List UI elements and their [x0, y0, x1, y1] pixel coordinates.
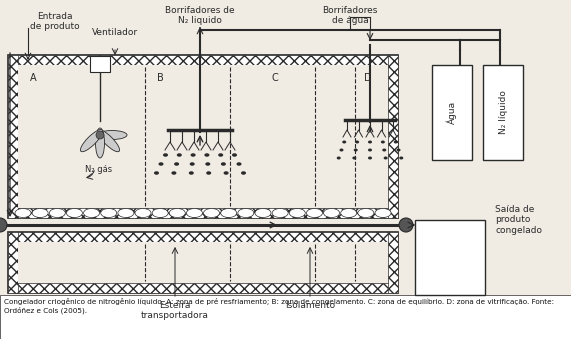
Ellipse shape [81, 129, 103, 152]
Ellipse shape [307, 208, 323, 218]
Ellipse shape [159, 162, 163, 166]
Text: D: D [364, 73, 372, 83]
Bar [90, 56, 110, 72]
Ellipse shape [98, 129, 119, 152]
Ellipse shape [171, 171, 176, 175]
Ellipse shape [355, 140, 359, 143]
Ellipse shape [49, 208, 65, 218]
Ellipse shape [384, 157, 388, 160]
Ellipse shape [204, 208, 220, 218]
Ellipse shape [368, 140, 372, 143]
Bar [388, 232, 398, 293]
Circle shape [399, 218, 413, 232]
Ellipse shape [221, 162, 226, 166]
Ellipse shape [352, 157, 356, 160]
Ellipse shape [358, 208, 374, 218]
Text: C: C [272, 73, 279, 83]
Ellipse shape [15, 208, 31, 218]
Text: Saída de
produto
congelado: Saída de produto congelado [495, 205, 542, 235]
Ellipse shape [381, 140, 385, 143]
Ellipse shape [152, 208, 168, 218]
Ellipse shape [206, 171, 211, 175]
Bar [432, 65, 472, 160]
Text: B: B [156, 73, 163, 83]
Ellipse shape [342, 140, 346, 143]
Ellipse shape [368, 157, 372, 160]
Bar [8, 232, 398, 242]
Circle shape [0, 218, 7, 232]
Ellipse shape [95, 128, 104, 158]
Ellipse shape [83, 208, 99, 218]
Text: Borrifadores de
N₂ liquido: Borrifadores de N₂ liquido [165, 6, 235, 25]
Text: Isolamento: Isolamento [285, 301, 335, 310]
Ellipse shape [66, 208, 82, 218]
Ellipse shape [177, 153, 182, 157]
Bar [8, 283, 398, 293]
Ellipse shape [272, 208, 288, 218]
Ellipse shape [241, 171, 246, 175]
Ellipse shape [324, 208, 340, 218]
Text: N₂ líquido: N₂ líquido [498, 91, 508, 135]
Ellipse shape [236, 162, 242, 166]
Bar [8, 55, 398, 218]
Ellipse shape [375, 208, 391, 218]
Ellipse shape [255, 208, 271, 218]
Ellipse shape [100, 208, 116, 218]
Ellipse shape [154, 171, 159, 175]
Ellipse shape [368, 148, 372, 152]
Ellipse shape [224, 171, 228, 175]
Ellipse shape [232, 153, 237, 157]
Ellipse shape [382, 148, 386, 152]
Bar [18, 242, 388, 283]
Bar [8, 232, 18, 293]
Ellipse shape [135, 208, 151, 218]
Text: Ventilador: Ventilador [92, 28, 138, 37]
Ellipse shape [289, 208, 305, 218]
Ellipse shape [221, 208, 237, 218]
Text: Água: Água [447, 101, 457, 124]
Ellipse shape [206, 162, 210, 166]
Ellipse shape [341, 208, 357, 218]
Text: Congelador criogênico de nitrogênio líquido. A: zona de pré resfriamento; B: zon: Congelador criogênico de nitrogênio líqu… [4, 298, 554, 314]
Ellipse shape [189, 171, 194, 175]
Ellipse shape [118, 208, 134, 218]
Bar [18, 65, 388, 208]
Bar [8, 55, 398, 65]
Text: Entrada
de produto: Entrada de produto [30, 12, 80, 32]
Ellipse shape [174, 162, 179, 166]
Ellipse shape [394, 140, 398, 143]
Ellipse shape [354, 148, 358, 152]
Text: Borrifadores
de água: Borrifadores de água [322, 6, 377, 25]
Bar [388, 55, 398, 218]
Bar [8, 208, 398, 218]
Text: Esteira
transportadora: Esteira transportadora [141, 301, 209, 320]
Circle shape [96, 131, 104, 139]
Ellipse shape [204, 153, 210, 157]
Ellipse shape [399, 157, 403, 160]
Ellipse shape [238, 208, 254, 218]
Ellipse shape [218, 153, 223, 157]
Bar [8, 232, 398, 293]
Ellipse shape [396, 148, 400, 152]
Ellipse shape [337, 157, 341, 160]
Ellipse shape [97, 131, 127, 140]
Ellipse shape [163, 153, 168, 157]
Ellipse shape [169, 208, 185, 218]
Bar [8, 55, 18, 218]
Bar [415, 220, 485, 295]
Bar [483, 65, 523, 160]
Text: A: A [30, 73, 37, 83]
Ellipse shape [340, 148, 344, 152]
Ellipse shape [32, 208, 48, 218]
Ellipse shape [186, 208, 203, 218]
Text: N₂ gás: N₂ gás [85, 165, 112, 175]
Ellipse shape [190, 162, 195, 166]
Ellipse shape [191, 153, 196, 157]
Bar [0, 295, 571, 339]
